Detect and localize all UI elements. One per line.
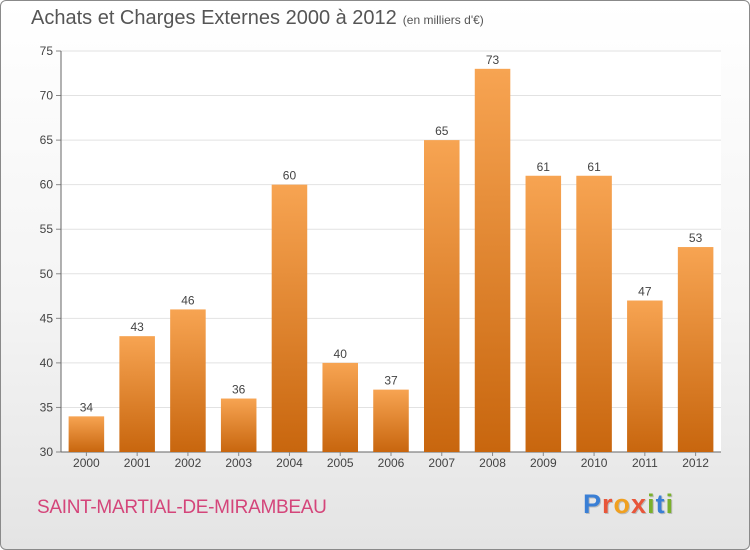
x-tick-label: 2009 xyxy=(530,456,557,470)
bar xyxy=(525,175,562,452)
chart-title-text: Achats et Charges Externes 2000 à 2012 xyxy=(31,7,397,29)
logo-letter: i xyxy=(665,489,675,519)
x-tick-label: 2012 xyxy=(682,456,709,470)
x-tick-label: 2010 xyxy=(581,456,608,470)
bar-value-label: 65 xyxy=(435,124,449,138)
y-tick-label: 65 xyxy=(40,133,54,147)
bar-value-label: 37 xyxy=(384,374,398,388)
bar xyxy=(271,184,308,452)
bar-value-label: 36 xyxy=(232,383,246,397)
x-tick-label: 2006 xyxy=(378,456,405,470)
y-tick-label: 60 xyxy=(40,178,54,192)
y-tick-label: 75 xyxy=(40,44,54,58)
logo-letter: x xyxy=(631,489,648,519)
bar-value-label: 46 xyxy=(181,293,195,307)
bar-value-label: 43 xyxy=(130,320,144,334)
logo-letter: r xyxy=(602,489,614,519)
chart-unit-label: (en milliers d'€) xyxy=(402,13,484,27)
bar xyxy=(677,247,714,452)
bar xyxy=(627,300,663,452)
x-tick-label: 2005 xyxy=(327,456,354,470)
y-tick-label: 35 xyxy=(40,400,54,414)
chart-title: Achats et Charges Externes 2000 à 2012 (e… xyxy=(31,7,484,30)
bar-value-label: 47 xyxy=(638,285,652,299)
x-tick-label: 2008 xyxy=(479,456,506,470)
x-tick-label: 2004 xyxy=(276,456,303,470)
x-tick-label: 2002 xyxy=(175,456,202,470)
x-tick-label: 2000 xyxy=(73,456,100,470)
bar xyxy=(474,68,511,453)
x-tick-label: 2011 xyxy=(632,456,658,470)
y-tick-label: 45 xyxy=(40,311,54,325)
bar xyxy=(322,362,358,452)
bar xyxy=(119,336,155,452)
bar-value-label: 73 xyxy=(486,53,500,67)
y-tick-label: 40 xyxy=(40,356,54,370)
bar xyxy=(424,140,460,452)
logo-letter: t xyxy=(655,489,666,519)
bar xyxy=(373,389,409,452)
bar xyxy=(68,416,105,452)
logo-letter: i xyxy=(647,489,656,519)
bar xyxy=(576,175,612,452)
commune-name: SAINT-MARTIAL-DE-MIRAMBEAU xyxy=(37,497,327,518)
bar-value-label: 53 xyxy=(689,231,703,245)
logo-letter: P xyxy=(583,489,603,519)
bar-value-label: 61 xyxy=(587,160,601,174)
bar-value-label: 60 xyxy=(283,169,297,183)
x-tick-label: 2001 xyxy=(124,456,151,470)
bar-value-label: 40 xyxy=(334,347,348,361)
x-tick-label: 2003 xyxy=(225,456,252,470)
y-tick-label: 30 xyxy=(40,445,54,459)
bar-value-label: 34 xyxy=(80,400,94,414)
y-tick-label: 55 xyxy=(40,222,54,236)
bar-value-label: 61 xyxy=(537,160,551,174)
bar xyxy=(170,309,206,452)
x-tick-label: 2007 xyxy=(428,456,455,470)
y-tick-label: 70 xyxy=(40,89,54,103)
y-tick-label: 50 xyxy=(40,267,54,281)
bar xyxy=(220,398,257,452)
proxiti-logo: Proxiti xyxy=(583,489,674,520)
logo-letter: o xyxy=(613,489,632,519)
